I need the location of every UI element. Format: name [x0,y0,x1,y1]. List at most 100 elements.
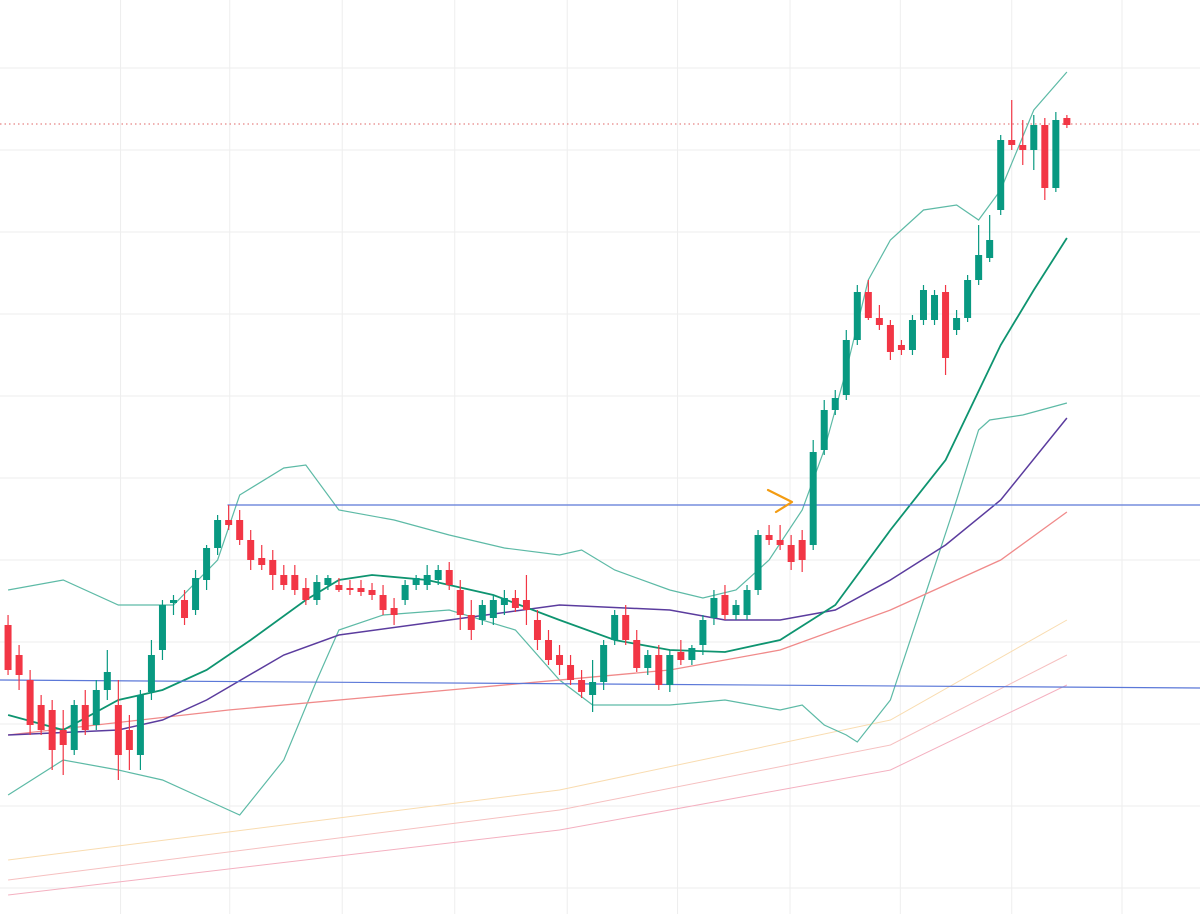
candle-body [1008,140,1016,145]
candle-body [831,398,839,410]
candle-body [81,705,89,730]
candle-body [776,540,784,545]
indicator-line [0,679,1200,689]
candle-body [48,710,56,750]
candle-body [919,290,927,320]
candle-body [158,605,166,650]
candle-body [346,588,354,590]
candle-body [721,595,729,615]
candle-body [335,585,343,590]
candle-body [699,620,707,645]
indicator-line [8,619,1068,861]
arrow-annotation [766,488,794,514]
candle-body [864,292,872,318]
candle-body [997,140,1005,210]
candle-body [92,690,100,725]
candle-body [192,578,200,610]
candle-body [622,615,630,640]
candle-body [875,318,883,325]
candle-body [379,595,387,610]
candle-body [302,588,310,600]
candle-body [655,655,663,685]
candles [4,100,1071,780]
candle-body [732,605,740,615]
candle-body [434,570,442,580]
candle-body [798,540,806,560]
candle-body [589,682,597,695]
candle-body [886,325,894,352]
candle-body [820,410,828,450]
candle-body [467,615,475,630]
candle-body [1019,145,1027,150]
candle-body [787,545,795,562]
candle-body [214,520,222,548]
indicator-line [8,654,1068,881]
candle-body [4,625,12,670]
candle-body [743,590,751,615]
candle-body [489,600,497,618]
candle-body [931,295,939,320]
candle-body [114,705,122,755]
candle-body [70,705,78,750]
candle-body [1030,125,1038,150]
candle-body [258,558,266,565]
candle-body [181,600,189,618]
candle-body [578,680,586,692]
candle-body [611,615,619,640]
candle-body [136,695,144,755]
indicator-line [7,237,1068,731]
candle-body [445,570,453,585]
candle-body [147,655,155,692]
candle-body [236,520,244,540]
candle-body [1063,118,1071,125]
candle-body [269,560,277,575]
candle-body [600,645,608,682]
candle-body [688,648,696,660]
candle-body [964,280,972,318]
candle-body [666,655,674,685]
candle-body [412,578,420,585]
candle-body [324,578,332,585]
candle-body [15,655,23,675]
candle-body [203,548,211,580]
indicator-line [7,71,1068,606]
candle-body [59,730,67,745]
candle-body [986,240,994,258]
candle-body [357,588,365,592]
candle-body [313,582,321,600]
candle-body [390,608,398,615]
candle-body [500,598,508,605]
indicator-line [7,402,1068,816]
candle-body [633,640,641,668]
candle-body [26,680,34,725]
candle-body [169,600,177,603]
candle-body [225,520,233,525]
candle-body [511,598,519,608]
candle-body [247,540,255,560]
candle-body [908,320,916,350]
candle-body [842,340,850,395]
candle-body [975,255,983,280]
candle-body [897,345,905,350]
candle-body [765,535,773,540]
candle-body [522,600,530,610]
candle-body [291,575,299,590]
candle-body [280,575,288,585]
candle-body [754,535,762,590]
candle-body [1041,125,1049,188]
candle-body [556,655,564,665]
candle-body [710,598,718,618]
indicator-lines [0,71,1200,896]
candle-body [368,590,376,595]
candle-body [567,665,575,680]
candle-body [1052,120,1060,188]
candle-body [37,705,45,730]
candle-body [953,318,961,330]
candle-body [401,585,409,600]
indicator-line [8,511,1068,736]
candle-body [677,652,685,660]
candle-body [423,575,431,585]
